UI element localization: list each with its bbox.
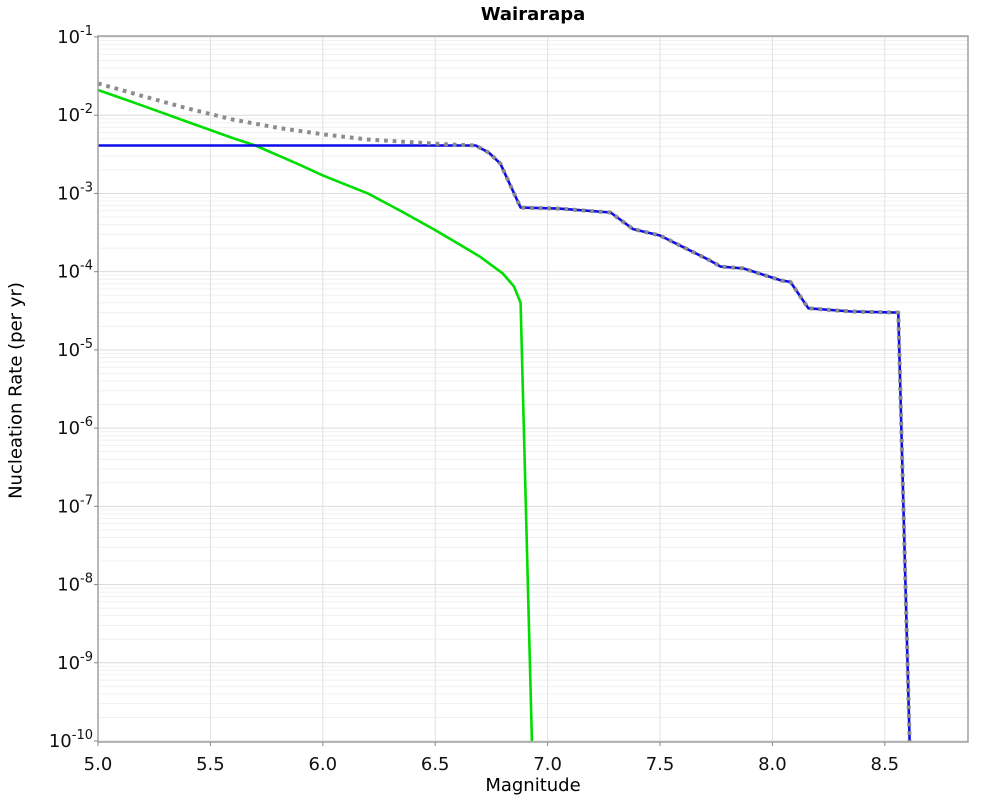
y-tick-label: 10-3: [57, 180, 93, 204]
y-tick-label: 10-8: [57, 572, 93, 596]
y-tick-label: 10-4: [57, 259, 93, 283]
y-tick-label: 10-7: [57, 493, 93, 517]
x-tick-label: 7.0: [533, 754, 562, 775]
y-tick-label: 10-6: [57, 415, 93, 439]
y-tick-label: 10-1: [57, 24, 93, 48]
y-tick-label: 10-5: [57, 337, 93, 361]
y-tick-label: 10-9: [57, 650, 93, 674]
y-tick-label: 10-10: [49, 728, 93, 752]
x-tick-label: 5.5: [196, 754, 225, 775]
y-tick-label: 10-2: [57, 102, 93, 126]
x-tick-label: 6.5: [421, 754, 450, 775]
x-axis-title: Magnitude: [485, 775, 581, 796]
gray-dotted-curve: [98, 81, 912, 742]
x-tick-label: 5.0: [84, 754, 113, 775]
x-tick-label: 6.0: [308, 754, 337, 775]
chart-title: Wairarapa: [480, 4, 586, 25]
green-solid-curve: [98, 88, 534, 742]
x-tick-label: 8.5: [871, 754, 900, 775]
x-tick-label: 7.5: [646, 754, 675, 775]
x-tick-label: 8.0: [758, 754, 787, 775]
